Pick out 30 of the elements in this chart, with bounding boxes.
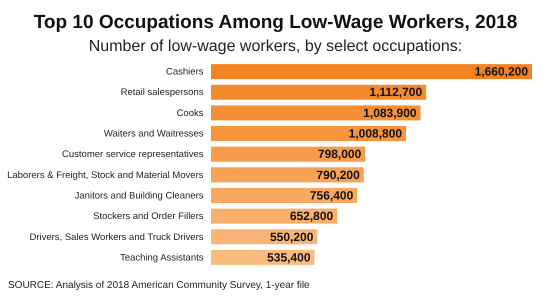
y-tick-label: Cooks xyxy=(176,108,204,119)
y-tick-label: Cashiers xyxy=(166,66,204,78)
data-label: 1,112,700 xyxy=(369,85,422,100)
data-label: 535,400 xyxy=(267,250,311,264)
data-label: 790,200 xyxy=(316,168,360,182)
bar xyxy=(211,126,406,142)
bar xyxy=(211,146,366,162)
y-tick-label: Janitors and Building Cleaners xyxy=(74,190,204,202)
chart-title: Top 10 Occupations Among Low-Wage Workers, 2018 xyxy=(34,12,518,33)
data-label: 756,400 xyxy=(310,188,354,202)
bar xyxy=(211,188,358,203)
data-label: 798,000 xyxy=(318,147,362,162)
data-label: 1,008,800 xyxy=(348,126,402,141)
bar xyxy=(211,105,421,120)
y-tick-label: Waiters and Waitresses xyxy=(104,128,204,140)
bar xyxy=(211,64,532,80)
data-label: 652,800 xyxy=(290,209,334,224)
source-note: SOURCE: Analysis of 2018 American Community Survey, 1-year file xyxy=(8,280,310,291)
y-tick-label: Stockers and Order Fillers xyxy=(93,211,204,222)
chart-subtitle: Number of low-wage workers, by select occupations: xyxy=(88,38,462,55)
data-label: 1,083,900 xyxy=(363,106,417,120)
data-label: 550,200 xyxy=(270,230,314,244)
y-tick-label: Teaching Assistants xyxy=(120,252,204,264)
y-tick-label: Retail salespersons xyxy=(120,87,204,98)
bar xyxy=(211,84,426,100)
bar xyxy=(211,167,364,182)
y-tick-label: Customer service representatives xyxy=(62,149,204,160)
data-label: 1,660,200 xyxy=(474,64,528,79)
y-tick-label: Laborers & Freight, Stock and Material Movers xyxy=(7,170,204,181)
y-tick-label: Drivers, Sales Workers and Truck Drivers xyxy=(29,232,204,243)
